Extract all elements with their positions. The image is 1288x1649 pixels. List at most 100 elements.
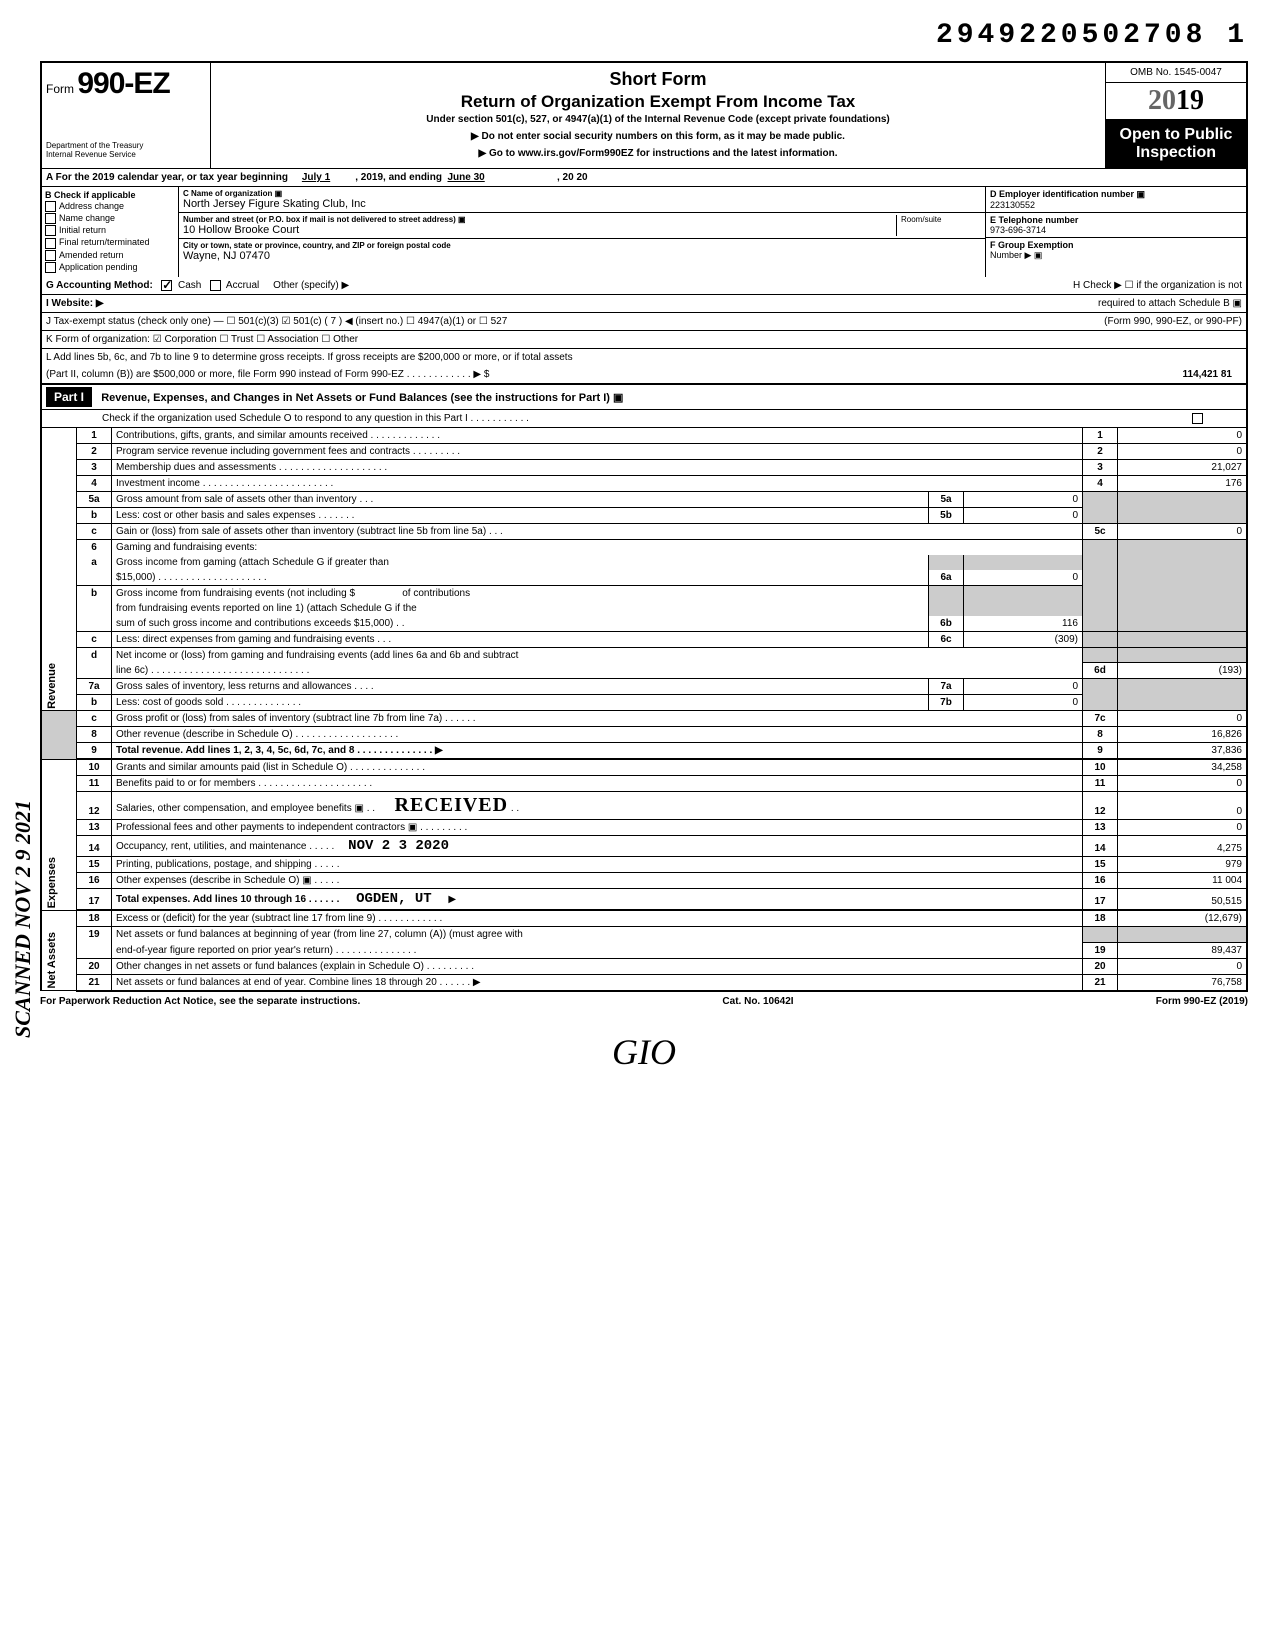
row-a-begin: July 1: [302, 172, 330, 183]
row-a-label: A For the 2019 calendar year, or tax yea…: [46, 172, 288, 183]
desc-6d-1: Net income or (loss) from gaming and fun…: [112, 647, 1083, 663]
gross-receipts-amount: 114,421 81: [1183, 369, 1243, 380]
inner-ln-7b: 7b: [929, 695, 964, 711]
footer-right: Form 990-EZ (2019): [1156, 996, 1248, 1007]
return-subtitle: Return of Organization Exempt From Incom…: [215, 92, 1101, 112]
checkbox-final-return[interactable]: [45, 238, 56, 249]
inner-ln-5a: 5a: [929, 491, 964, 507]
check-b-column: B Check if applicable Address change Nam…: [42, 187, 179, 277]
inner-ln-7a: 7a: [929, 679, 964, 695]
num-1: 1: [1083, 428, 1118, 444]
amt-3: 21,027: [1118, 459, 1248, 475]
amt-13: 0: [1118, 820, 1248, 836]
date-stamp: NOV 2 3 2020: [348, 838, 449, 854]
form-prefix: Form: [46, 82, 74, 96]
org-name: North Jersey Figure Skating Club, Inc: [183, 198, 981, 210]
ln-6a: a: [77, 555, 112, 570]
label-initial-return: Initial return: [59, 225, 106, 235]
checkbox-app-pending[interactable]: [45, 262, 56, 273]
num-3: 3: [1083, 459, 1118, 475]
side-revenue-end: [41, 711, 77, 760]
ln-6b-blank2: [77, 616, 112, 632]
open-public-1: Open to Public: [1108, 126, 1244, 144]
row-l-1: L Add lines 5b, 6c, and 7b to line 9 to …: [42, 349, 1246, 366]
inner-ln-6a: 6a: [929, 570, 964, 586]
ogden-stamp: OGDEN, UT: [356, 891, 432, 907]
tel-label: E Telephone number: [990, 215, 1242, 225]
shade-6a-amt: [964, 555, 1083, 570]
desc-11: Benefits paid to or for members . . . . …: [112, 776, 1083, 792]
num-9: 9: [1083, 743, 1118, 760]
side-expenses: Expenses: [46, 857, 58, 908]
ln-15: 15: [77, 857, 112, 873]
amt-20: 0: [1118, 958, 1248, 974]
omb-number: OMB No. 1545-0047: [1106, 63, 1246, 83]
checkbox-name-change[interactable]: [45, 213, 56, 224]
desc-6a-2: $15,000) . . . . . . . . . . . . . . . .…: [112, 570, 929, 586]
ln-9: 9: [77, 743, 112, 760]
desc-6: Gaming and fundraising events:: [112, 539, 1083, 555]
desc-5c: Gain or (loss) from sale of assets other…: [112, 523, 1083, 539]
row-a-end: June 30: [448, 172, 485, 183]
shade-6d-amt: [1118, 647, 1248, 663]
checkbox-amended[interactable]: [45, 250, 56, 261]
ln-20: 20: [77, 958, 112, 974]
checkbox-address-change[interactable]: [45, 201, 56, 212]
form-header-right: OMB No. 1545-0047 2019 Open to Public In…: [1105, 63, 1246, 168]
label-final-return: Final return/terminated: [59, 237, 150, 247]
desc-5a: Gross amount from sale of assets other t…: [112, 491, 929, 507]
ln-6b: b: [77, 585, 112, 601]
num-5c: 5c: [1083, 523, 1118, 539]
amt-6d: (193): [1118, 663, 1248, 679]
desc-1: Contributions, gifts, grants, and simila…: [112, 428, 1083, 444]
part-1-label: Part I: [46, 387, 92, 407]
shade-6c-amt: [1118, 631, 1248, 647]
num-21: 21: [1083, 974, 1118, 991]
amt-21: 76,758: [1118, 974, 1248, 991]
dln: 2949220502708 1: [40, 20, 1248, 51]
desc-6a-1: Gross income from gaming (attach Schedul…: [112, 555, 929, 570]
num-18: 18: [1083, 910, 1118, 927]
num-12: 12: [1083, 792, 1118, 820]
row-a-mid: , 2019, and ending: [355, 172, 442, 183]
street-value: 10 Hollow Brooke Court: [183, 224, 896, 236]
row-h-cont: required to attach Schedule B ▣: [1098, 298, 1242, 309]
ln-4: 4: [77, 475, 112, 491]
ln-5b: b: [77, 507, 112, 523]
desc-20: Other changes in net assets or fund bala…: [112, 958, 1083, 974]
ln-11: 11: [77, 776, 112, 792]
row-l-2: (Part II, column (B)) are $500,000 or mo…: [46, 369, 489, 380]
checkbox-schedule-o[interactable]: [1192, 413, 1203, 424]
checkbox-cash[interactable]: [161, 280, 172, 291]
label-other-method: Other (specify) ▶: [273, 280, 349, 291]
desc-18: Excess or (deficit) for the year (subtra…: [112, 910, 1083, 927]
row-k-org-form: K Form of organization: ☑ Corporation ☐ …: [42, 331, 1246, 349]
num-10: 10: [1083, 759, 1118, 776]
desc-6b-1: Gross income from fundraising events (no…: [112, 585, 929, 601]
amt-17: 50,515: [1118, 889, 1248, 911]
row-h-label: H Check ▶ ☐ if the organization is not: [1073, 280, 1242, 291]
shade-6: [1083, 539, 1118, 631]
dept-irs: Internal Revenue Service: [46, 150, 206, 159]
checkbox-initial-return[interactable]: [45, 225, 56, 236]
shade-19-amt: [1118, 927, 1248, 943]
desc-5b: Less: cost or other basis and sales expe…: [112, 507, 929, 523]
ln-3: 3: [77, 459, 112, 475]
right-info-column: D Employer identification number ▣ 22313…: [985, 187, 1246, 277]
shade-6b-ln: [929, 585, 964, 616]
row-i-website: I Website: ▶: [46, 298, 104, 309]
ln-17: 17: [77, 889, 112, 911]
desc-7a: Gross sales of inventory, less returns a…: [112, 679, 929, 695]
tel-value: 973-696-3714: [990, 225, 1242, 235]
desc-7c: Gross profit or (loss) from sales of inv…: [112, 711, 1083, 727]
lines-table: Revenue 1 Contributions, gifts, grants, …: [40, 428, 1248, 992]
form-header: Form 990-EZ Department of the Treasury I…: [40, 61, 1248, 168]
checkbox-accrual[interactable]: [210, 280, 221, 291]
form-id-block: Form 990-EZ Department of the Treasury I…: [42, 63, 211, 168]
num-16: 16: [1083, 873, 1118, 889]
shade-5: [1083, 491, 1118, 523]
num-14: 14: [1083, 836, 1118, 857]
desc-8: Other revenue (describe in Schedule O) .…: [112, 727, 1083, 743]
form-number: 990-EZ: [77, 67, 169, 100]
inner-amt-7a: 0: [964, 679, 1083, 695]
